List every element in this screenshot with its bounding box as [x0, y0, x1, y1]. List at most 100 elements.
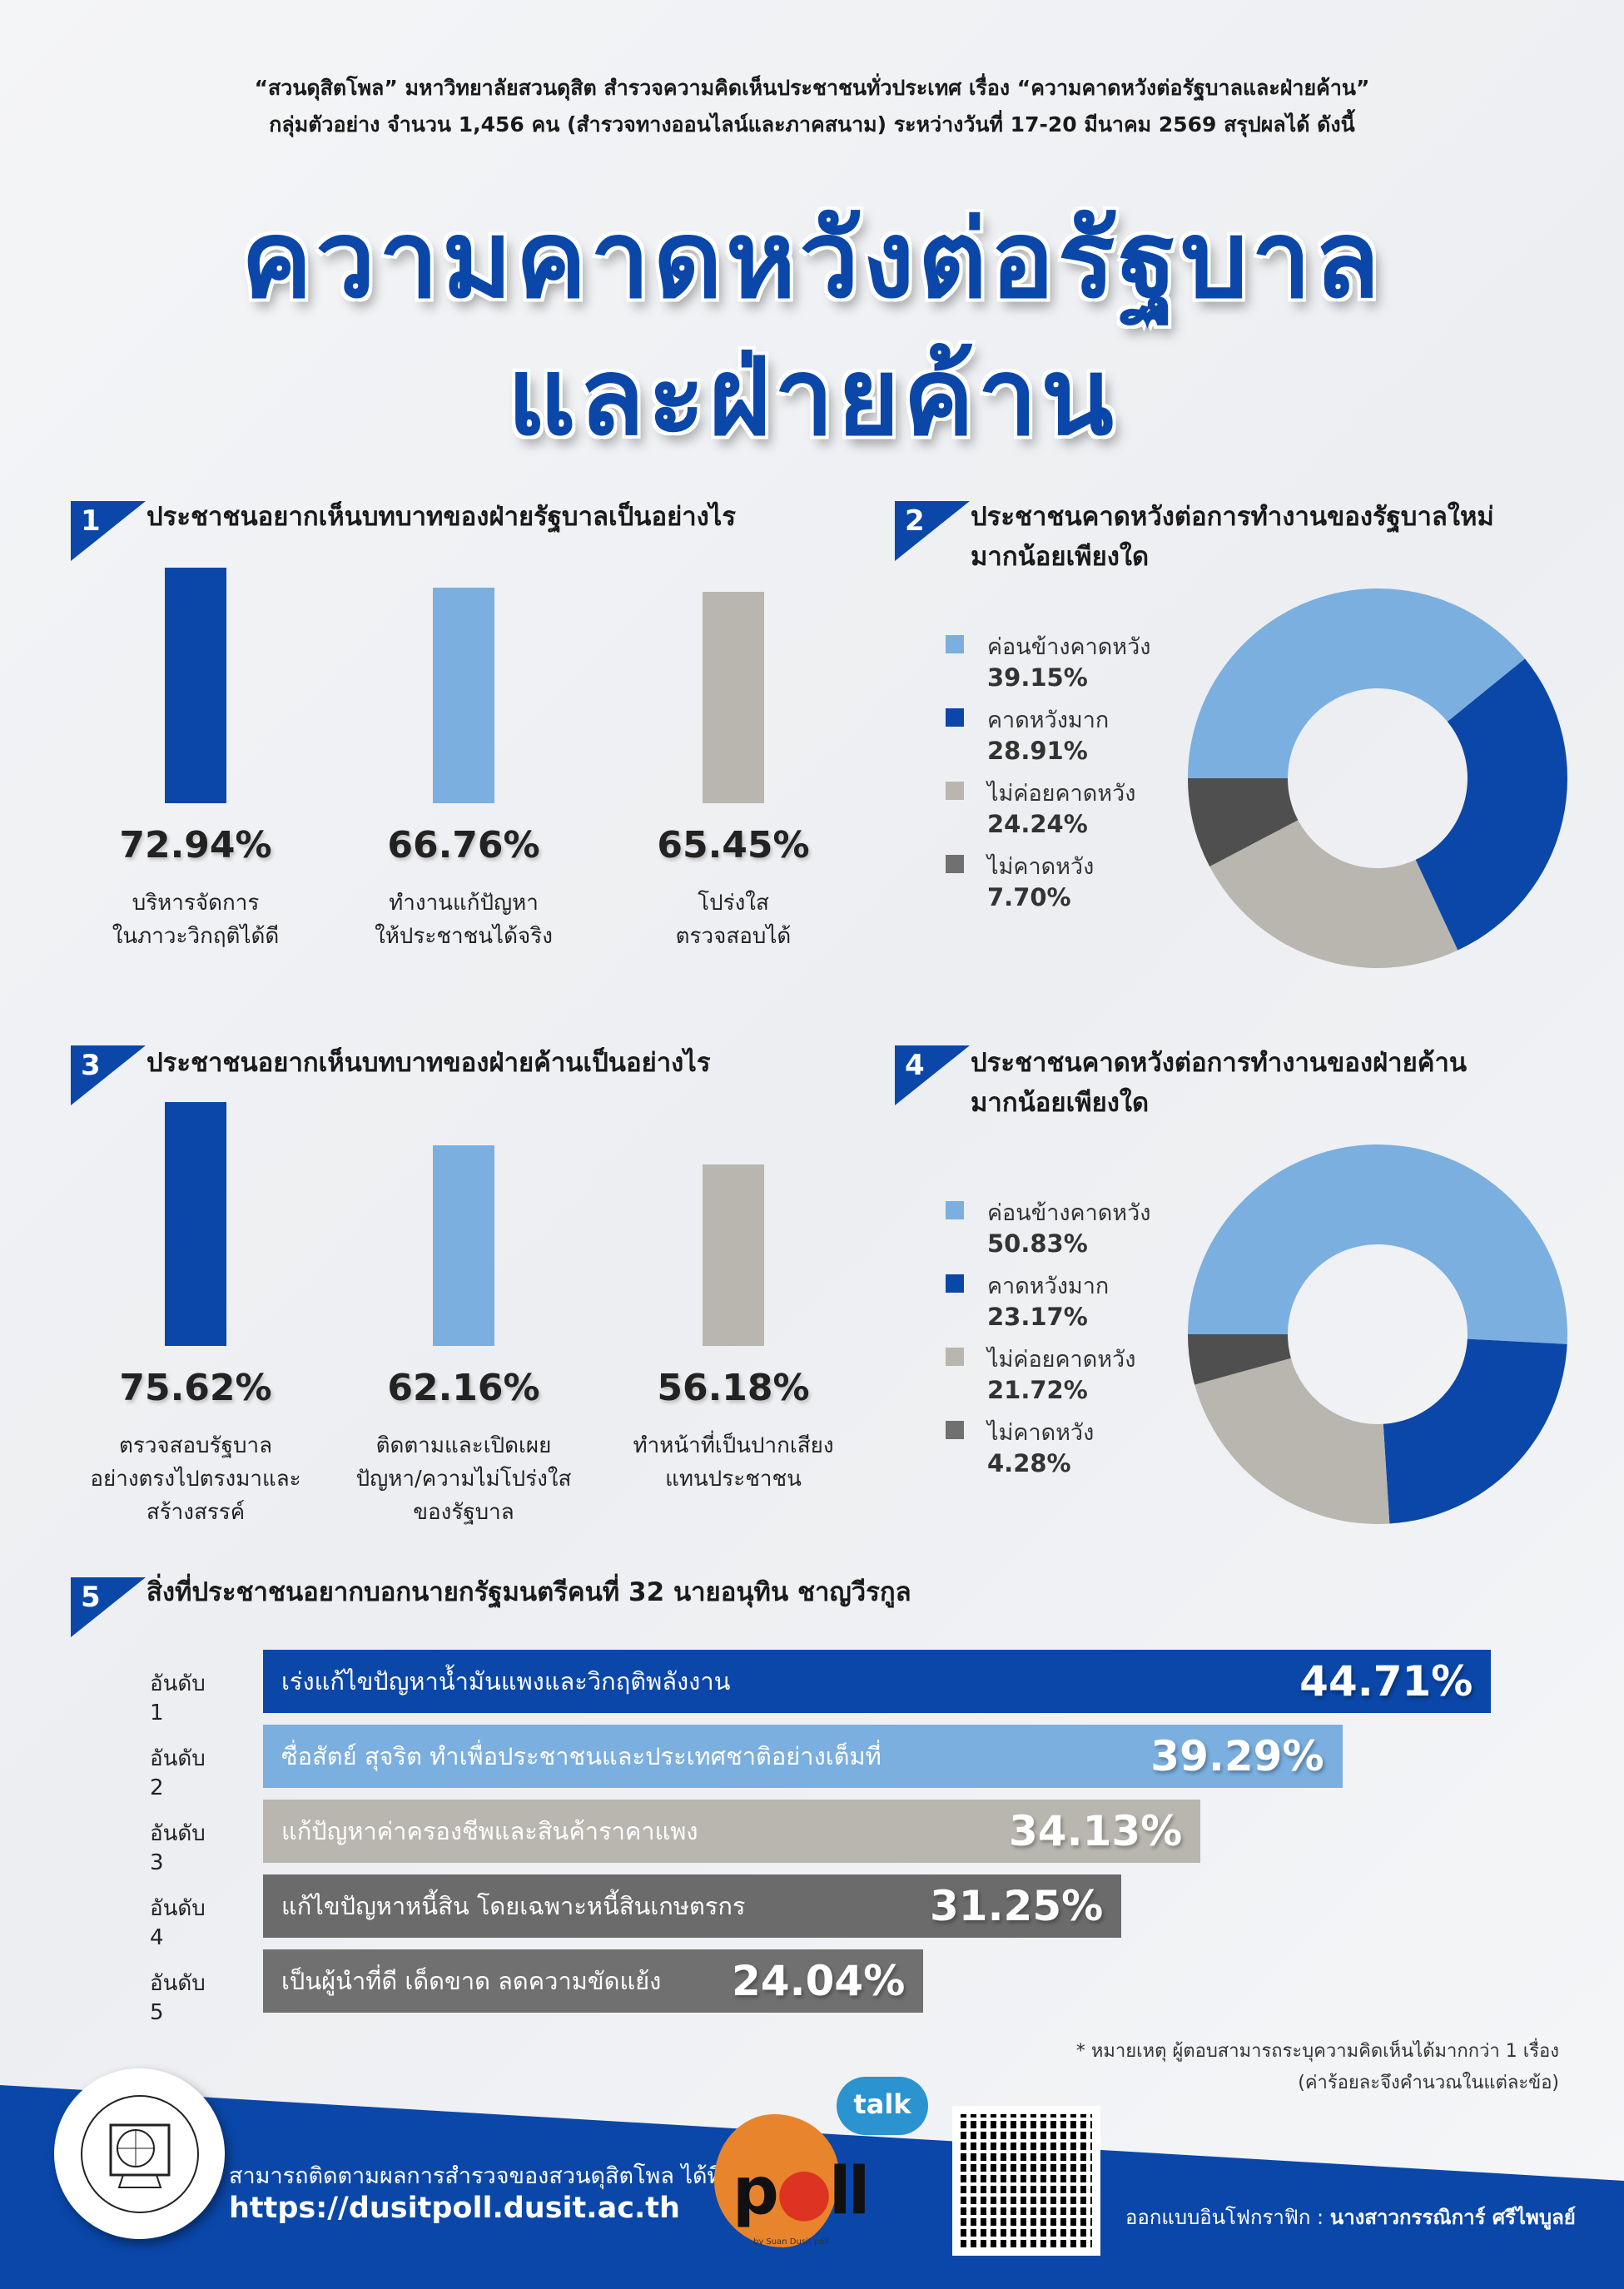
ranking-bar-value: 44.71%: [1299, 1657, 1473, 1706]
page-title-line-2: และฝ่ายค้าน: [507, 335, 1117, 459]
ranking-bar-value: 31.25%: [929, 1882, 1104, 1930]
bar-value-label: 62.16%: [387, 1367, 540, 1409]
bar-value-label: 66.76%: [387, 824, 540, 866]
section-4-title-line-1: ประชาชนคาดหวังต่อการทำงานของฝ่ายค้าน: [971, 1048, 1468, 1078]
page-title-line-1: ความคาดหวังต่อรัฐบาล: [241, 198, 1383, 322]
bar-category-label: บริหารจัดการ: [132, 891, 260, 916]
legend-value: 24.24%: [987, 810, 1088, 838]
legend-value: 4.28%: [987, 1449, 1071, 1477]
ranking-bar: เป็นผู้นำที่ดี เด็ดขาด ลดความขัดแย้ง 24.0…: [263, 1949, 924, 2013]
legend-label: ค่อนข้างคาดหวัง: [987, 1200, 1151, 1226]
bar-category-label: ทำงานแก้ปัญหา: [389, 891, 539, 916]
note-line-1: * หมายเหตุ ผู้ตอบสามารถระบุความคิดเห็นได…: [1075, 2041, 1559, 2062]
section-number-4: 4: [895, 1045, 970, 1105]
legend-label: คาดหวังมาก: [987, 708, 1110, 733]
poll-by-text: by Suan Dusit poll: [753, 2237, 829, 2247]
rank-label: อันดับ 1: [150, 1671, 206, 1725]
bar-category-label: ติดตามและเปิดเผย: [375, 1433, 552, 1458]
donut-chart-government: [1188, 588, 1567, 968]
section-number-3: 3: [71, 1045, 146, 1105]
legend-swatch: [946, 782, 964, 800]
legend-label: ไม่ค่อยคาดหวัง: [987, 1347, 1136, 1373]
note-line-2: (ค่าร้อยละจึงคำนวณในแต่ละข้อ): [1298, 2073, 1559, 2093]
legend-value: 39.15%: [987, 663, 1088, 692]
bar-value-label: 65.45%: [657, 824, 810, 866]
ranking-bar: แก้ไขปัญหาหนี้สิน โดยเฉพาะหนี้สินเกษตรกร…: [263, 1874, 1122, 1938]
bar-category-label: ตรวจสอบรัฐบาล: [118, 1433, 273, 1458]
qr-code[interactable]: [952, 2106, 1100, 2256]
bar-category-label: อย่างตรงไปตรงมาและ: [90, 1467, 301, 1492]
legend-label: ไม่ค่อยคาดหวัง: [987, 781, 1136, 807]
rank-label: อันดับ 5: [150, 1971, 206, 2025]
legend-label: ไม่คาดหวัง: [987, 854, 1095, 880]
donut-slice-2: [1415, 658, 1567, 951]
rank-label: อันดับ 3: [150, 1821, 206, 1875]
ranking-bar-value: 24.04%: [732, 1957, 906, 2005]
rank-label: อันดับ 4: [150, 1896, 206, 1950]
section-2-title-line-2: มากน้อยเพียงใด: [971, 542, 1150, 572]
designer-name: นางสาวกรรณิการ์ ศรีไพบูลย์: [1329, 2206, 1576, 2229]
bar-3: [703, 592, 764, 803]
website-link[interactable]: https://dusitpoll.dusit.ac.th: [229, 2192, 680, 2225]
section-1-title: ประชาชนอยากเห็นบทบาทของฝ่ายรัฐบาลเป็นอย่…: [147, 502, 737, 532]
ranking-bar-label: เป็นผู้นำที่ดี เด็ดขาด ลดความขัดแย้ง: [281, 1967, 662, 1995]
donut-slice-4: [1188, 778, 1299, 867]
talk-bubble: talk: [837, 2077, 928, 2135]
section-number-1: 1: [71, 501, 146, 561]
bar-category-label: ทำหน้าที่เป็นปากเสียง: [633, 1433, 834, 1458]
ranking-bar-label: แก้ไขปัญหาหนี้สิน โดยเฉพาะหนี้สินเกษตรกร: [281, 1892, 746, 1920]
bar-value-label: 72.94%: [119, 824, 272, 866]
section-5-title: สิ่งที่ประชาชนอยากบอกนายกรัฐมนตรีคนที่ 3…: [147, 1577, 911, 1607]
ranking-bar: ซื่อสัตย์ สุจริต ทำเพื่อประชาชนและประเทศ…: [263, 1725, 1343, 1788]
section-4-title-line-2: มากน้อยเพียงใด: [971, 1088, 1150, 1118]
designer-credit: ออกแบบอินโฟกราฟิก : นางสาวกรรณิการ์ ศรีไ…: [1125, 2201, 1576, 2233]
bar-1: [165, 1101, 226, 1346]
legend-swatch: [946, 1201, 964, 1219]
section-number-5: 5: [71, 1577, 146, 1637]
ranking-bar-value: 39.29%: [1150, 1732, 1324, 1780]
bar-2: [433, 1144, 494, 1346]
legend-swatch: [946, 1348, 964, 1366]
bar-1: [165, 567, 226, 803]
university-logo: [54, 2068, 225, 2239]
legend-swatch: [946, 1274, 964, 1293]
bar-category-label: ในภาวะวิกฤติได้ดี: [112, 924, 280, 949]
section-3-title: ประชาชนอยากเห็นบทบาทของฝ่ายค้านเป็นอย่าง…: [147, 1048, 711, 1078]
legend-label: ค่อนข้างคาดหวัง: [987, 634, 1151, 660]
ranking-bar-label: แก้ปัญหาค่าครองชีพและสินค้าราคาแพง: [281, 1817, 698, 1845]
legend-swatch: [946, 635, 964, 653]
poll-talk-logo: [714, 2114, 839, 2247]
bar-value-label: 56.18%: [657, 1367, 810, 1409]
legend-swatch: [946, 855, 964, 873]
designer-label: ออกแบบอินโฟกราฟิก :: [1125, 2206, 1324, 2229]
legend-label: คาดหวังมาก: [987, 1274, 1110, 1299]
legend-swatch: [946, 1421, 964, 1439]
legend-value: 50.83%: [987, 1229, 1088, 1258]
bar-value-label: 75.62%: [119, 1367, 272, 1409]
bar-category-label: ของรัฐบาล: [413, 1500, 514, 1525]
bar-category-label: แทนประชาชน: [665, 1467, 802, 1492]
legend-value: 7.70%: [987, 883, 1071, 911]
intro-line-1: “สวนดุสิตโพล” มหาวิทยาลัยสวนดุสิต สำรวจค…: [254, 76, 1370, 100]
bar-category-label: ตรวจสอบได้: [675, 924, 792, 949]
ranking-bar-label: ซื่อสัตย์ สุจริต ทำเพื่อประชาชนและประเทศ…: [281, 1742, 882, 1770]
ranking-bar: แก้ปัญหาค่าครองชีพและสินค้าราคาแพง 34.13%: [263, 1800, 1201, 1863]
donut-slice-1: [1188, 1144, 1567, 1344]
bar-category-label: สร้างสรรค์: [146, 1500, 246, 1525]
donut-slice-3: [1209, 820, 1458, 968]
donut-slice-3: [1194, 1358, 1390, 1524]
legend-label: ไม่คาดหวัง: [987, 1420, 1095, 1446]
rank-label: อันดับ 2: [150, 1746, 206, 1800]
ranking-bar-value: 34.13%: [1009, 1807, 1183, 1855]
bar-category-label: โปร่งใส: [698, 891, 769, 916]
bar-3: [703, 1164, 764, 1346]
donut-slice-1: [1188, 588, 1526, 778]
legend-value: 23.17%: [987, 1303, 1088, 1331]
legend-value: 21.72%: [987, 1376, 1088, 1404]
bar-category-label: ปัญหา/ความไม่โปร่งใส: [355, 1467, 572, 1492]
section-number-2: 2: [895, 501, 970, 561]
follow-text: สามารถติดตามผลการสำรวจของสวนดุสิตโพล ได้…: [229, 2163, 723, 2189]
ranking-bar: เร่งแก้ไขปัญหาน้ำมันแพงและวิกฤติพลังงาน 4…: [263, 1650, 1492, 1713]
bar-category-label: ให้ประชาชนได้จริง: [375, 924, 553, 949]
legend-value: 28.91%: [987, 737, 1088, 765]
